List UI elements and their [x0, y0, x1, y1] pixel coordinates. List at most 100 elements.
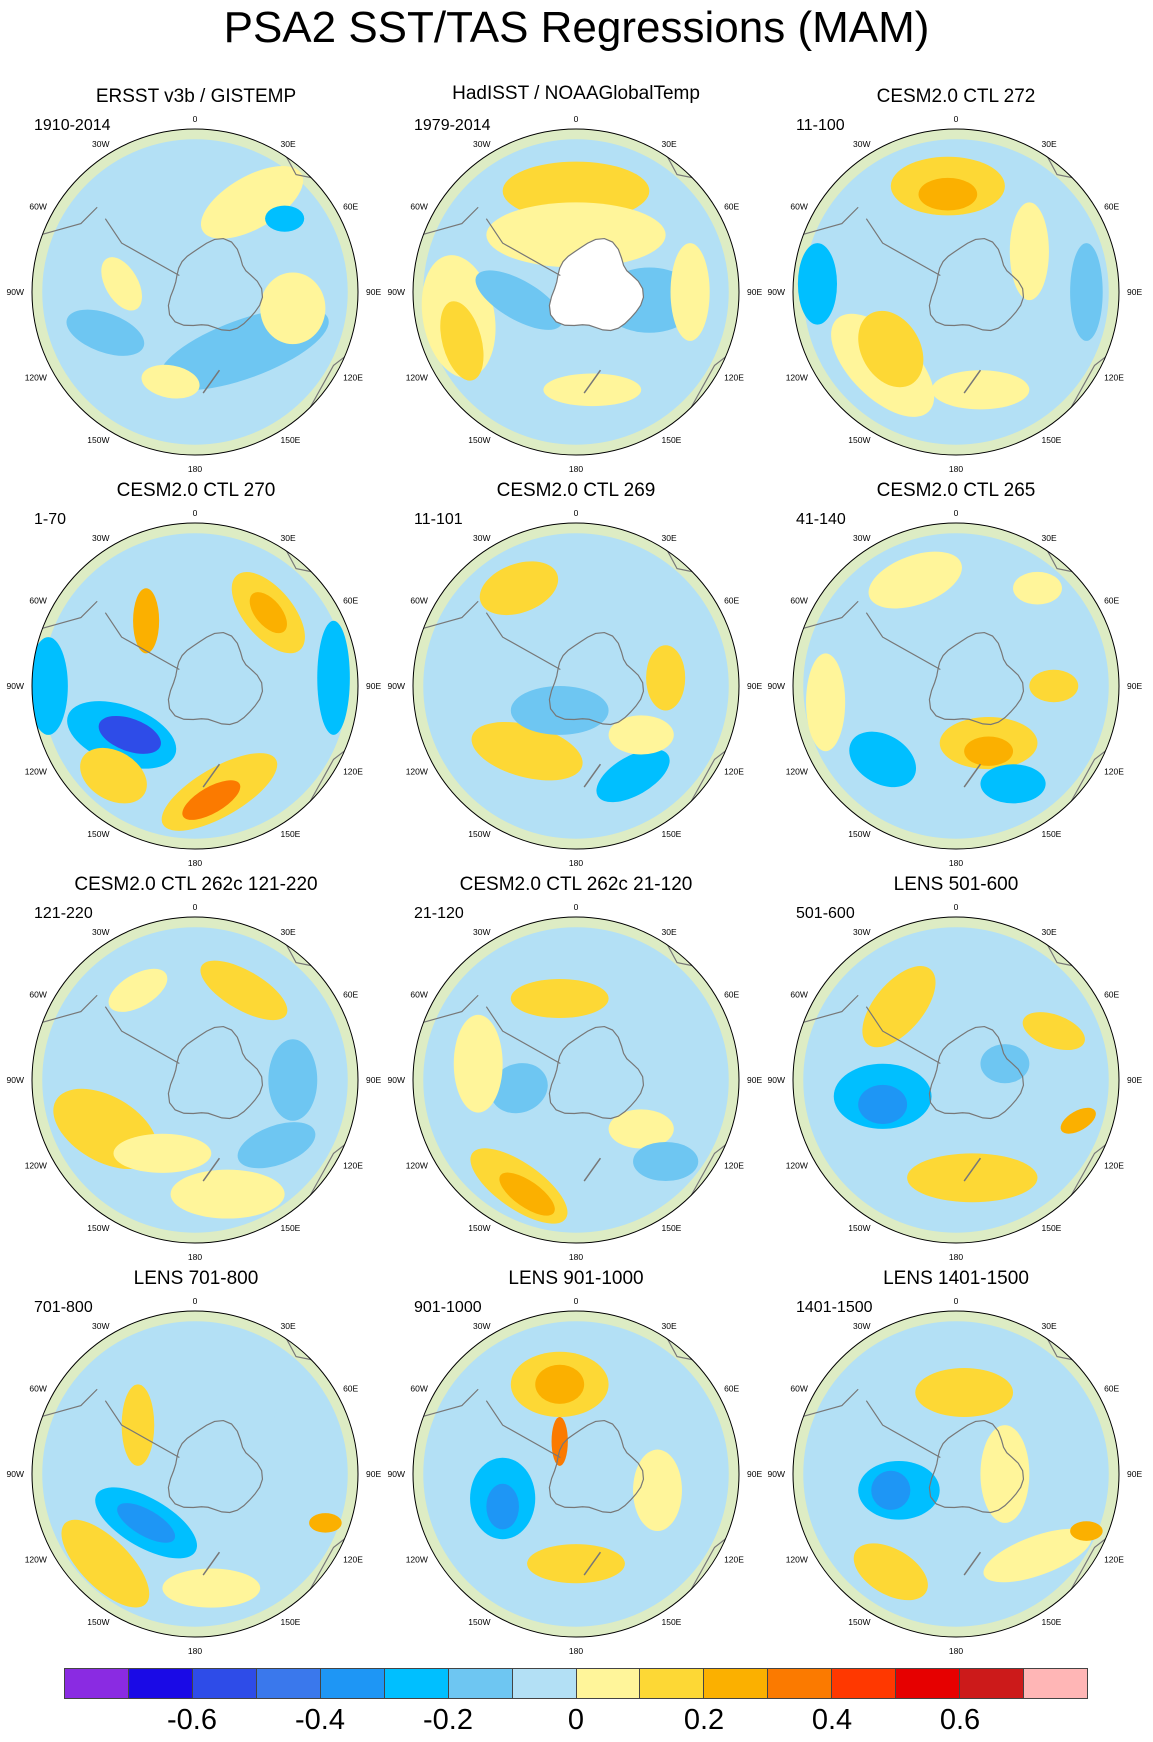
longitude-label: 120E: [724, 1555, 744, 1565]
longitude-label: 90E: [1127, 1075, 1142, 1085]
longitude-label: 60W: [790, 202, 807, 212]
longitude-label: 180: [949, 858, 963, 868]
longitude-label: 30W: [92, 139, 109, 149]
longitude-label: 30E: [662, 1321, 677, 1331]
longitude-label: 150E: [281, 1617, 301, 1627]
longitude-label: 30W: [473, 139, 490, 149]
map-border: [31, 1310, 359, 1638]
longitude-label: 150E: [1042, 1223, 1062, 1233]
peninsula-coastline: [485, 218, 561, 277]
anomaly-region: [510, 978, 609, 1019]
longitude-label: 150W: [87, 435, 109, 445]
longitude-label: 90E: [1127, 287, 1142, 297]
longitude-label: 30E: [1042, 139, 1057, 149]
anomaly-region: [964, 736, 1014, 766]
anomaly-region: [170, 1169, 285, 1219]
map-border: [412, 1310, 740, 1638]
longitude-label: 150E: [1042, 1617, 1062, 1627]
anomaly-region: [551, 1416, 568, 1466]
anomaly-region: [141, 364, 200, 399]
longitude-label: 150E: [662, 829, 682, 839]
colorbar-tick-label: 0.4: [811, 1704, 853, 1736]
africa-coastline: [284, 153, 313, 179]
panel-title: CESM2.0 CTL 262c 121-220: [74, 874, 318, 895]
longitude-label: 60E: [724, 1384, 739, 1394]
anomaly-band: [793, 917, 1119, 1243]
colorbar-swatch: [768, 1669, 833, 1698]
longitude-label: 150W: [87, 829, 109, 839]
colorbar-swatch: [640, 1669, 705, 1698]
colorbar-tick-label: 0.2: [683, 1704, 725, 1736]
colorbar-swatch: [65, 1669, 129, 1698]
longitude-label: 0: [193, 508, 198, 518]
anomaly-region: [853, 1543, 928, 1601]
figure-title: PSA2 SST/TAS Regressions (MAM): [223, 3, 930, 52]
longitude-label: 120W: [406, 373, 428, 383]
longitude-label: 180: [188, 464, 202, 474]
longitude-label: 0: [954, 1296, 959, 1306]
longitude-label: 30W: [853, 533, 870, 543]
anomaly-region: [1070, 1521, 1103, 1541]
anomaly-region: [101, 257, 143, 311]
colorbar-swatch: [128, 1669, 193, 1698]
anomaly-region: [608, 1109, 674, 1149]
longitude-label: 0: [574, 1296, 579, 1306]
longitude-label: 0: [574, 508, 579, 518]
map-border: [31, 522, 359, 850]
anomaly-region: [633, 1449, 682, 1532]
new-zealand-coastline: [963, 369, 982, 394]
south-america-coastline: [39, 1388, 98, 1418]
south-america-coastline: [800, 600, 859, 630]
longitude-label: 30W: [473, 533, 490, 543]
longitude-label: 60E: [343, 202, 358, 212]
anomaly-region: [1009, 202, 1049, 301]
longitude-label: 180: [949, 1252, 963, 1262]
map-border: [792, 916, 1120, 1244]
map-border: [792, 128, 1120, 456]
anomaly-region: [237, 1122, 316, 1169]
longitude-label: 180: [949, 464, 963, 474]
anomaly-region: [915, 1368, 1014, 1417]
longitude-label: 60W: [29, 202, 46, 212]
longitude-label: 60W: [410, 202, 427, 212]
longitude-label: 180: [569, 464, 583, 474]
longitude-label: 30E: [281, 139, 296, 149]
panel-title: LENS 701-800: [133, 1268, 259, 1289]
anomaly-region: [868, 551, 962, 609]
colorbar-tick-label: -0.6: [167, 1704, 217, 1736]
anomaly-region: [162, 1568, 261, 1608]
anomaly-region: [479, 561, 559, 616]
map-border: [412, 916, 740, 1244]
antarctica-coastline: [167, 631, 264, 726]
anomaly-region: [871, 1470, 911, 1510]
new-zealand-coastline: [583, 369, 602, 394]
anomaly-region: [317, 620, 350, 735]
anomaly-region: [121, 1384, 155, 1466]
longitude-label: 180: [569, 1252, 583, 1262]
anomaly-region: [1022, 1012, 1085, 1051]
longitude-label: 150W: [87, 1223, 109, 1233]
new-zealand-coastline: [583, 1157, 602, 1182]
longitude-label: 180: [188, 858, 202, 868]
longitude-label: 60W: [790, 990, 807, 1000]
antarctica-coastline: [928, 237, 1025, 332]
south-america-coastline: [39, 600, 98, 630]
longitude-label: 120E: [343, 373, 363, 383]
longitude-label: 150W: [848, 1617, 870, 1627]
longitude-label: 0: [193, 902, 198, 912]
africa-coastline: [1045, 1335, 1074, 1361]
longitude-label: 180: [569, 1646, 583, 1656]
new-zealand-coastline: [202, 1157, 221, 1182]
longitude-label: 90W: [768, 681, 785, 691]
anomaly-region: [596, 749, 670, 803]
anomaly-region: [249, 592, 287, 634]
peninsula-coastline: [485, 1400, 561, 1459]
africa-coastline: [665, 547, 694, 573]
longitude-label: 120W: [786, 373, 808, 383]
panel-title: LENS 901-1000: [508, 1268, 644, 1289]
map-panel: [32, 1311, 358, 1637]
anomaly-region: [670, 243, 710, 341]
longitude-label: 90W: [388, 287, 405, 297]
longitude-label: 60E: [1104, 596, 1119, 606]
longitude-label: 90E: [747, 1469, 762, 1479]
